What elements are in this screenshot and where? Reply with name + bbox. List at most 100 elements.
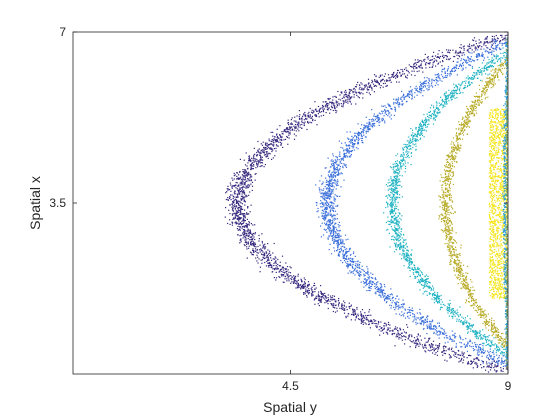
data-point [395,213,397,215]
data-point [488,58,490,61]
data-point [290,119,292,121]
data-point [241,174,243,176]
data-point [266,252,268,254]
data-point [267,259,269,261]
data-point [236,175,238,177]
data-point [242,232,244,234]
data-point [325,297,327,299]
data-point [460,320,462,322]
data-point [463,352,465,354]
data-point [327,307,329,310]
data-point [241,199,243,201]
data-point [376,289,378,291]
data-point [385,113,387,115]
data-point [365,323,367,325]
data-point [331,190,333,192]
data-point [267,155,269,157]
data-point [243,176,245,178]
data-point [366,316,368,319]
data-point [497,363,499,365]
data-point [293,278,295,280]
data-point [260,152,262,154]
data-point [395,102,397,104]
data-point [328,212,330,214]
data-point [449,75,451,77]
data-point [347,315,349,317]
data-point [424,53,426,55]
data-point [438,109,440,111]
data-point [330,303,332,305]
data-point [235,199,237,201]
data-point [227,222,229,225]
data-point [281,268,283,270]
data-point [306,284,309,287]
data-point [263,154,266,156]
data-point [381,290,383,292]
data-point [309,115,311,117]
data-point [259,165,261,168]
data-point [328,223,331,225]
data-point [433,58,435,60]
data-point [477,351,479,353]
data-point [435,82,438,84]
data-point [230,190,232,192]
data-point [352,145,354,147]
data-point [339,94,341,96]
data-point [231,224,233,226]
data-point [244,169,246,171]
data-point [229,197,231,199]
data-point [332,299,334,301]
data-point [331,172,333,174]
data-point [393,179,395,181]
data-point [345,239,347,241]
data-point [346,148,348,150]
data-point [265,246,267,248]
data-point [283,274,285,276]
data-point [341,303,343,305]
data-point [322,202,324,204]
data-point [424,63,427,65]
data-point [348,250,350,252]
data-point [340,239,342,242]
data-point [419,87,421,89]
data-point [275,141,277,143]
data-point [337,165,339,167]
data-point [454,355,456,358]
data-point [234,184,236,186]
data-point [500,370,502,372]
data-point [250,243,252,245]
data-point [295,120,297,122]
data-point [493,38,495,40]
data-point [270,254,272,256]
data-point [395,306,397,308]
data-point [327,171,330,173]
data-point [435,65,437,67]
data-point [328,98,330,101]
data-point [335,100,337,102]
data-point [424,344,426,346]
data-point [410,254,412,256]
data-point [297,126,299,128]
data-point [488,352,490,354]
data-point [339,168,341,170]
data-point [467,361,469,363]
data-point [263,147,265,149]
data-point [467,326,469,328]
data-point [329,222,331,224]
data-point [496,60,498,63]
data-point [243,199,245,202]
data-point [342,106,344,108]
data-point [414,92,416,94]
data-point [491,52,493,54]
data-point [330,185,332,187]
data-point [478,332,480,334]
data-point [315,201,317,204]
data-point [330,214,332,216]
data-point [325,197,327,199]
data-point [402,241,404,243]
data-point [342,253,344,255]
data-point [320,107,322,109]
data-point [372,273,374,275]
data-point [231,194,233,196]
data-point [266,151,268,153]
